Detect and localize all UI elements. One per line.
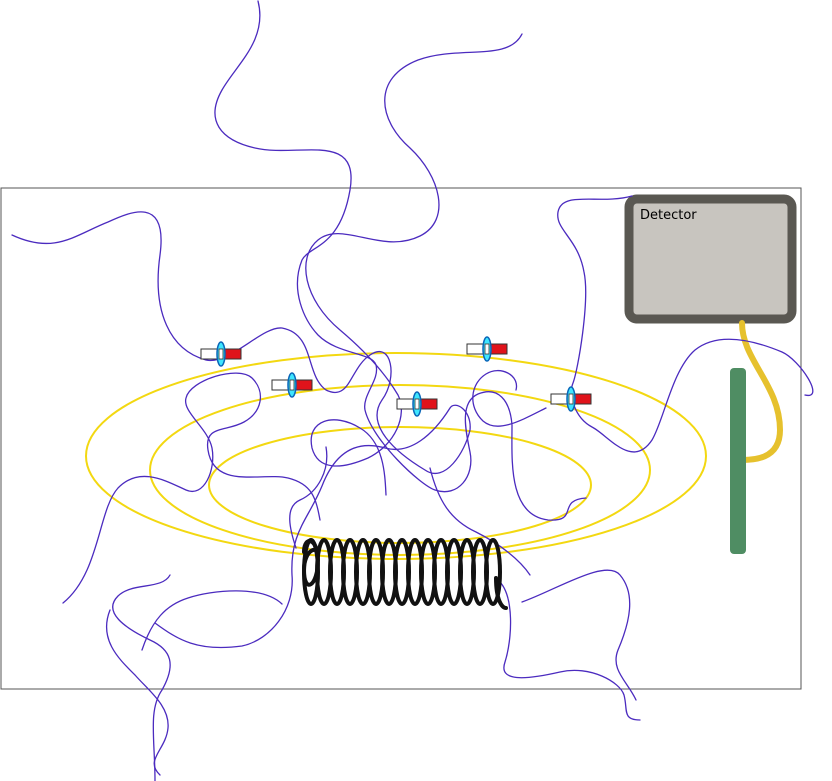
noise-path-3 bbox=[305, 33, 523, 496]
probe-rod bbox=[730, 368, 746, 554]
noise-path-10 bbox=[497, 579, 641, 721]
magnetic-field-lines bbox=[85, 352, 707, 560]
field-line-inner bbox=[208, 426, 592, 544]
noise-path-1 bbox=[11, 211, 471, 649]
noise-path-5 bbox=[472, 369, 547, 427]
magnet-icon bbox=[466, 336, 508, 362]
detector: Detector bbox=[624, 194, 797, 324]
field-line-middle bbox=[149, 384, 651, 556]
detector-cable bbox=[739, 320, 784, 463]
detector-box bbox=[624, 194, 797, 324]
noise-path-6 bbox=[62, 372, 321, 604]
magnet-icon bbox=[550, 386, 592, 412]
detector-label: Detector bbox=[640, 208, 697, 223]
noise-path-8 bbox=[105, 609, 169, 776]
noise-path-13 bbox=[289, 446, 328, 549]
magnets bbox=[200, 336, 592, 417]
coil-icon bbox=[301, 538, 508, 610]
magnet-icon bbox=[271, 372, 313, 398]
noise-path-2 bbox=[214, 0, 587, 521]
magnet-icon bbox=[396, 391, 438, 417]
noise-path-12 bbox=[429, 467, 531, 576]
frame-rectangle bbox=[0, 187, 802, 690]
noise-path-4 bbox=[557, 195, 814, 453]
noise-paths bbox=[11, 0, 814, 781]
noise-path-7 bbox=[112, 574, 171, 781]
field-line-outer bbox=[85, 352, 707, 560]
noise-path-9 bbox=[141, 590, 283, 651]
magnet-icon bbox=[200, 341, 242, 367]
noise-path-11 bbox=[521, 569, 637, 701]
